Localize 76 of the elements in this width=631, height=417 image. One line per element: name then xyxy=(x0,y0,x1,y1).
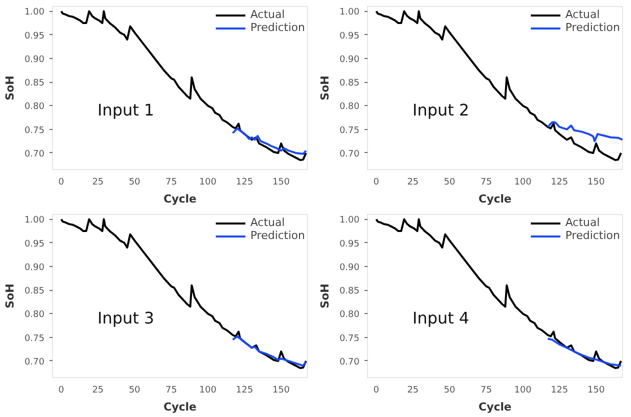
x-tick-label: 75 xyxy=(165,386,177,396)
annotation: Input 4 xyxy=(412,308,470,328)
x-tick-label: 50 xyxy=(444,386,456,396)
y-tick-label: 0.85 xyxy=(339,286,360,297)
y-tick-label: 0.75 xyxy=(24,126,45,136)
x-axis-title: Cycle xyxy=(478,192,512,206)
x-tick-label: 150 xyxy=(272,386,290,396)
x-tick-label: 125 xyxy=(236,386,254,396)
y-tick-label: 0.95 xyxy=(24,239,45,250)
y-tick-label: 0.85 xyxy=(24,286,45,297)
x-tick-label: 150 xyxy=(588,178,605,188)
x-tick-label: 0 xyxy=(58,178,64,188)
y-tick-label: 1.00 xyxy=(24,8,45,18)
x-axis-title: Cycle xyxy=(478,400,512,414)
y-tick-label: 0.75 xyxy=(339,126,360,136)
y-tick-label: 0.70 xyxy=(339,149,360,160)
x-tick-label: 50 xyxy=(444,178,456,188)
x-tick-label: 25 xyxy=(92,386,104,396)
legend-label: Prediction xyxy=(565,21,620,34)
y-tick-label: 0.70 xyxy=(24,149,45,160)
legend-label: Actual xyxy=(250,216,285,229)
annotation: Input 3 xyxy=(98,308,154,328)
y-tick-label: 0.80 xyxy=(339,310,360,320)
y-tick-label: 0.75 xyxy=(339,334,360,344)
legend-label: Prediction xyxy=(250,21,305,34)
x-tick-label: 25 xyxy=(407,178,419,188)
y-tick-label: 0.85 xyxy=(339,78,360,89)
y-tick-label: 0.75 xyxy=(24,334,45,344)
y-tick-label: 0.90 xyxy=(24,54,45,65)
x-tick-label: 25 xyxy=(92,178,104,188)
x-tick-label: 0 xyxy=(58,386,64,396)
y-tick-label: 0.90 xyxy=(339,262,360,273)
y-tick-label: 0.80 xyxy=(24,310,45,320)
x-tick-label: 125 xyxy=(550,178,568,188)
x-tick-label: 100 xyxy=(514,386,532,396)
y-tick-label: 1.00 xyxy=(339,8,360,18)
y-tick-label: 0.95 xyxy=(339,239,360,250)
x-tick-label: 0 xyxy=(373,178,380,188)
x-tick-label: 125 xyxy=(236,178,254,188)
x-tick-label: 125 xyxy=(550,386,568,396)
annotation: Input 1 xyxy=(98,100,154,120)
x-tick-label: 100 xyxy=(199,386,217,396)
legend-label: Prediction xyxy=(250,229,305,242)
legend-label: Prediction xyxy=(565,229,620,242)
y-tick-label: 0.95 xyxy=(339,31,360,42)
x-axis-title: Cycle xyxy=(164,400,197,414)
y-tick-label: 0.70 xyxy=(339,357,360,368)
x-tick-label: 25 xyxy=(407,386,419,396)
y-tick-label: 1.00 xyxy=(339,216,360,226)
x-tick-label: 75 xyxy=(165,178,177,188)
legend-label: Actual xyxy=(565,216,600,229)
x-tick-label: 150 xyxy=(588,386,605,396)
y-axis-title: SoH xyxy=(318,76,332,100)
y-tick-label: 0.85 xyxy=(24,78,45,89)
y-axis-title: SoH xyxy=(3,76,16,100)
y-tick-label: 0.90 xyxy=(24,262,45,273)
x-tick-label: 50 xyxy=(128,386,141,396)
x-tick-label: 50 xyxy=(128,178,141,188)
y-tick-label: 1.00 xyxy=(24,216,45,226)
x-tick-label: 100 xyxy=(514,178,532,188)
y-tick-label: 0.90 xyxy=(339,54,360,65)
x-tick-label: 0 xyxy=(373,386,380,396)
x-tick-label: 75 xyxy=(480,386,492,396)
legend-label: Actual xyxy=(250,8,285,21)
y-tick-label: 0.70 xyxy=(24,357,45,368)
annotation: Input 2 xyxy=(412,100,470,120)
legend-label: Actual xyxy=(565,8,600,21)
x-axis-title: Cycle xyxy=(164,192,197,206)
x-tick-label: 100 xyxy=(199,178,217,188)
y-axis-title: SoH xyxy=(318,284,332,308)
y-tick-label: 0.80 xyxy=(339,102,360,112)
y-tick-label: 0.80 xyxy=(24,102,45,112)
x-tick-label: 150 xyxy=(272,178,290,188)
y-tick-label: 0.95 xyxy=(24,31,45,42)
y-axis-title: SoH xyxy=(3,284,16,308)
x-tick-label: 75 xyxy=(480,178,492,188)
